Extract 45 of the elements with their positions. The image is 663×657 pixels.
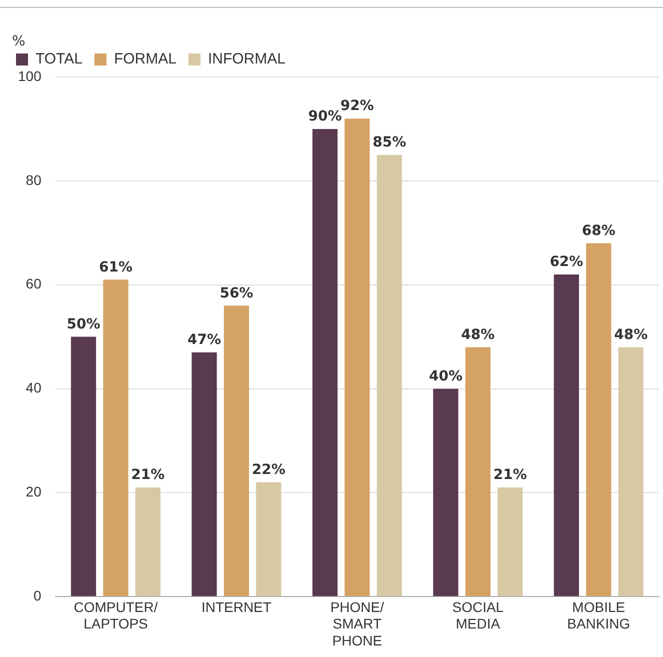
bar <box>312 128 338 596</box>
data-label: 85% <box>372 134 406 151</box>
data-label: 40% <box>428 368 462 384</box>
data-label: 50% <box>66 316 100 332</box>
legend-label: FORMAL <box>114 50 176 68</box>
bar <box>618 347 644 596</box>
y-tick-label: 80 <box>26 172 42 188</box>
y-tick-label: 40 <box>26 380 42 396</box>
data-label: 61% <box>98 259 132 276</box>
bar <box>192 352 217 596</box>
data-label: 68% <box>582 222 616 239</box>
bar <box>224 306 250 596</box>
bar <box>498 487 523 596</box>
x-tick-label: INTERNET <box>201 598 272 615</box>
data-label: 21% <box>131 467 165 484</box>
x-tick-label: MOBILE BANKING <box>567 598 630 632</box>
data-label: 48% <box>614 326 648 343</box>
y-tick-label: 0 <box>34 587 42 604</box>
x-tick-label: COMPUTER/ LAPTOPS <box>74 598 158 632</box>
bar <box>344 118 370 596</box>
x-tick-label: SOCIAL MEDIA <box>452 598 504 632</box>
data-label: 56% <box>220 285 254 302</box>
y-axis-title: % <box>12 34 26 50</box>
legend-label: INFORMAL <box>208 50 286 68</box>
data-label: 48% <box>461 326 495 343</box>
data-label: 92% <box>340 98 374 114</box>
bar <box>70 336 96 596</box>
bar <box>465 347 490 596</box>
bar <box>135 487 160 596</box>
data-label: 21% <box>493 467 527 484</box>
y-tick-label: 20 <box>26 484 42 500</box>
y-tick-label: 60 <box>26 276 42 292</box>
bar <box>554 274 579 596</box>
bar <box>256 482 282 596</box>
data-label: 22% <box>252 462 286 478</box>
data-label: 47% <box>188 332 222 348</box>
x-tick-label: PHONE/ SMART PHONE <box>330 598 384 648</box>
bar <box>103 280 128 596</box>
bar <box>376 154 402 596</box>
data-label: 90% <box>308 108 342 125</box>
legend-label: TOTAL <box>36 50 82 68</box>
y-tick-label: 100 <box>18 68 42 84</box>
bar <box>586 243 612 596</box>
bar <box>433 388 458 596</box>
data-label: 62% <box>550 254 584 270</box>
